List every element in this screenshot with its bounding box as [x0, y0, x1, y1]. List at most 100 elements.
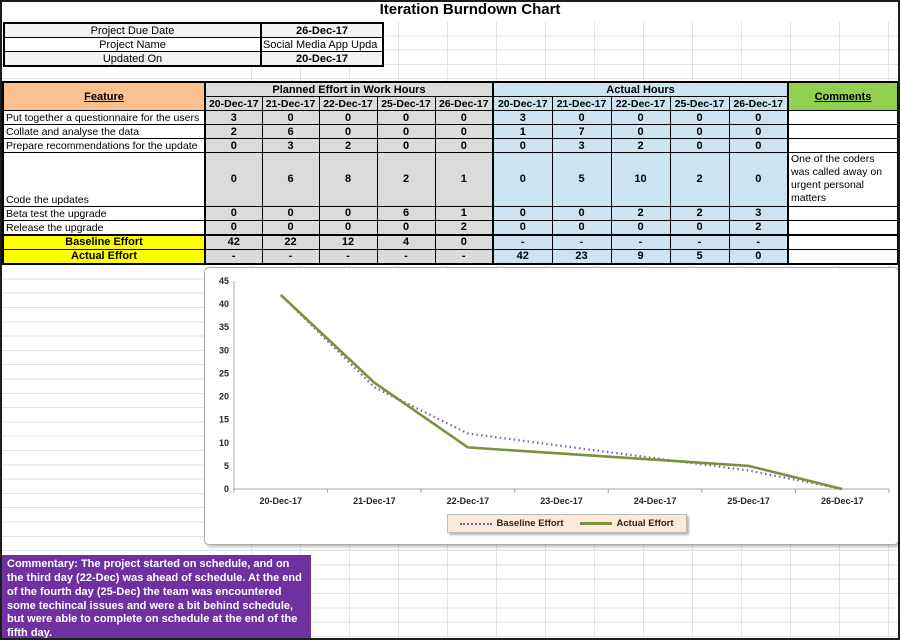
planned-summary-cell[interactable]: 12: [318, 233, 378, 250]
planned-summary-cell[interactable]: 4: [376, 233, 436, 250]
actual-value-cell[interactable]: 0: [669, 138, 730, 153]
summary-label-cell[interactable]: Actual Effort: [2, 248, 206, 264]
planned-value-cell[interactable]: 0: [318, 124, 378, 139]
planned-value-cell[interactable]: 1: [434, 152, 494, 207]
actual-hours-header[interactable]: Actual Hours: [492, 81, 789, 97]
updated-on-value[interactable]: 20-Dec-17: [260, 51, 384, 67]
actual-value-cell[interactable]: 0: [492, 152, 553, 207]
actual-summary-cell[interactable]: 9: [610, 248, 671, 264]
actual-value-cell[interactable]: 0: [610, 219, 671, 235]
planned-summary-cell[interactable]: -: [376, 248, 436, 264]
planned-value-cell[interactable]: 0: [376, 110, 436, 125]
planned-date-header[interactable]: 26-Dec-17: [434, 96, 494, 111]
planned-date-header[interactable]: 21-Dec-17: [261, 96, 320, 111]
planned-date-header[interactable]: 22-Dec-17: [318, 96, 378, 111]
actual-value-cell[interactable]: 3: [551, 138, 612, 153]
planned-value-cell[interactable]: 0: [376, 124, 436, 139]
planned-value-cell[interactable]: 2: [318, 138, 378, 153]
comment-cell[interactable]: [787, 205, 899, 221]
actual-value-cell[interactable]: 2: [728, 219, 789, 235]
actual-value-cell[interactable]: 1: [492, 124, 553, 139]
feature-cell[interactable]: Beta test the upgrade: [2, 205, 206, 221]
updated-on-label[interactable]: Updated On: [3, 51, 262, 67]
actual-summary-cell[interactable]: -: [728, 233, 789, 250]
feature-cell[interactable]: Collate and analyse the data: [2, 124, 206, 139]
actual-date-header[interactable]: 20-Dec-17: [492, 96, 553, 111]
actual-value-cell[interactable]: 0: [492, 138, 553, 153]
planned-summary-cell[interactable]: -: [318, 248, 378, 264]
actual-value-cell[interactable]: 5: [551, 152, 612, 207]
burndown-chart[interactable]: 0 5 10 15 20 25 30 35 40 45 20-Dec-17 21-Dec-17 22-D…: [204, 267, 899, 545]
actual-value-cell[interactable]: 2: [610, 138, 671, 153]
comment-cell[interactable]: [787, 110, 899, 125]
planned-value-cell[interactable]: 8: [318, 152, 378, 207]
actual-value-cell[interactable]: 0: [610, 124, 671, 139]
planned-value-cell[interactable]: 0: [434, 124, 494, 139]
planned-value-cell[interactable]: 0: [204, 205, 263, 221]
feature-cell[interactable]: Code the updates: [2, 152, 206, 207]
planned-value-cell[interactable]: 0: [318, 205, 378, 221]
actual-value-cell[interactable]: 2: [669, 152, 730, 207]
actual-value-cell[interactable]: 0: [551, 219, 612, 235]
actual-summary-cell[interactable]: 23: [551, 248, 612, 264]
actual-summary-cell[interactable]: 5: [669, 248, 730, 264]
planned-value-cell[interactable]: 0: [376, 219, 436, 235]
planned-value-cell[interactable]: 0: [434, 138, 494, 153]
planned-value-cell[interactable]: 0: [376, 138, 436, 153]
actual-summary-cell[interactable]: 0: [728, 248, 789, 264]
feature-cell[interactable]: Put together a questionnaire for the use…: [2, 110, 206, 125]
planned-value-cell[interactable]: 0: [261, 219, 320, 235]
project-name-value[interactable]: Social Media App Upda: [260, 37, 384, 52]
actual-value-cell[interactable]: 0: [728, 124, 789, 139]
actual-value-cell[interactable]: 0: [728, 110, 789, 125]
planned-value-cell[interactable]: 3: [204, 110, 263, 125]
planned-value-cell[interactable]: 0: [261, 110, 320, 125]
comment-cell[interactable]: [787, 124, 899, 139]
actual-summary-cell[interactable]: -: [551, 233, 612, 250]
planned-summary-cell[interactable]: -: [204, 248, 263, 264]
comment-cell[interactable]: [787, 219, 899, 235]
actual-value-cell[interactable]: 7: [551, 124, 612, 139]
planned-effort-header[interactable]: Planned Effort in Work Hours: [204, 81, 494, 97]
feature-header[interactable]: Feature: [2, 81, 206, 111]
commentary-box[interactable]: Commentary: The project started on sched…: [2, 555, 311, 639]
actual-summary-cell[interactable]: 42: [492, 248, 553, 264]
actual-date-header[interactable]: 26-Dec-17: [728, 96, 789, 111]
actual-summary-cell[interactable]: -: [610, 233, 671, 250]
planned-date-header[interactable]: 25-Dec-17: [376, 96, 436, 111]
planned-value-cell[interactable]: 3: [261, 138, 320, 153]
actual-value-cell[interactable]: 10: [610, 152, 671, 207]
actual-value-cell[interactable]: 0: [551, 110, 612, 125]
planned-value-cell[interactable]: 0: [318, 110, 378, 125]
planned-value-cell[interactable]: 0: [318, 219, 378, 235]
summary-label-cell[interactable]: Baseline Effort: [2, 233, 206, 250]
planned-value-cell[interactable]: 6: [376, 205, 436, 221]
planned-value-cell[interactable]: 0: [434, 110, 494, 125]
comments-header[interactable]: Comments: [787, 81, 899, 111]
planned-value-cell[interactable]: 6: [261, 124, 320, 139]
actual-summary-cell[interactable]: -: [669, 233, 730, 250]
comment-cell[interactable]: [787, 233, 899, 250]
actual-value-cell[interactable]: 0: [492, 219, 553, 235]
project-due-date-value[interactable]: 26-Dec-17: [260, 22, 384, 38]
actual-value-cell[interactable]: 0: [669, 110, 730, 125]
actual-summary-cell[interactable]: -: [492, 233, 553, 250]
feature-cell[interactable]: Release the upgrade: [2, 219, 206, 235]
planned-date-header[interactable]: 20-Dec-17: [204, 96, 263, 111]
actual-value-cell[interactable]: 3: [728, 205, 789, 221]
actual-value-cell[interactable]: 2: [669, 205, 730, 221]
planned-value-cell[interactable]: 0: [204, 138, 263, 153]
actual-value-cell[interactable]: 0: [728, 152, 789, 207]
actual-value-cell[interactable]: 0: [669, 219, 730, 235]
actual-date-header[interactable]: 22-Dec-17: [610, 96, 671, 111]
planned-summary-cell[interactable]: 22: [261, 233, 320, 250]
planned-value-cell[interactable]: 1: [434, 205, 494, 221]
planned-summary-cell[interactable]: -: [434, 248, 494, 264]
actual-date-header[interactable]: 21-Dec-17: [551, 96, 612, 111]
actual-value-cell[interactable]: 3: [492, 110, 553, 125]
planned-value-cell[interactable]: 2: [376, 152, 436, 207]
actual-value-cell[interactable]: 0: [551, 205, 612, 221]
planned-summary-cell[interactable]: 0: [434, 233, 494, 250]
planned-summary-cell[interactable]: -: [261, 248, 320, 264]
feature-cell[interactable]: Prepare recommendations for the update: [2, 138, 206, 153]
